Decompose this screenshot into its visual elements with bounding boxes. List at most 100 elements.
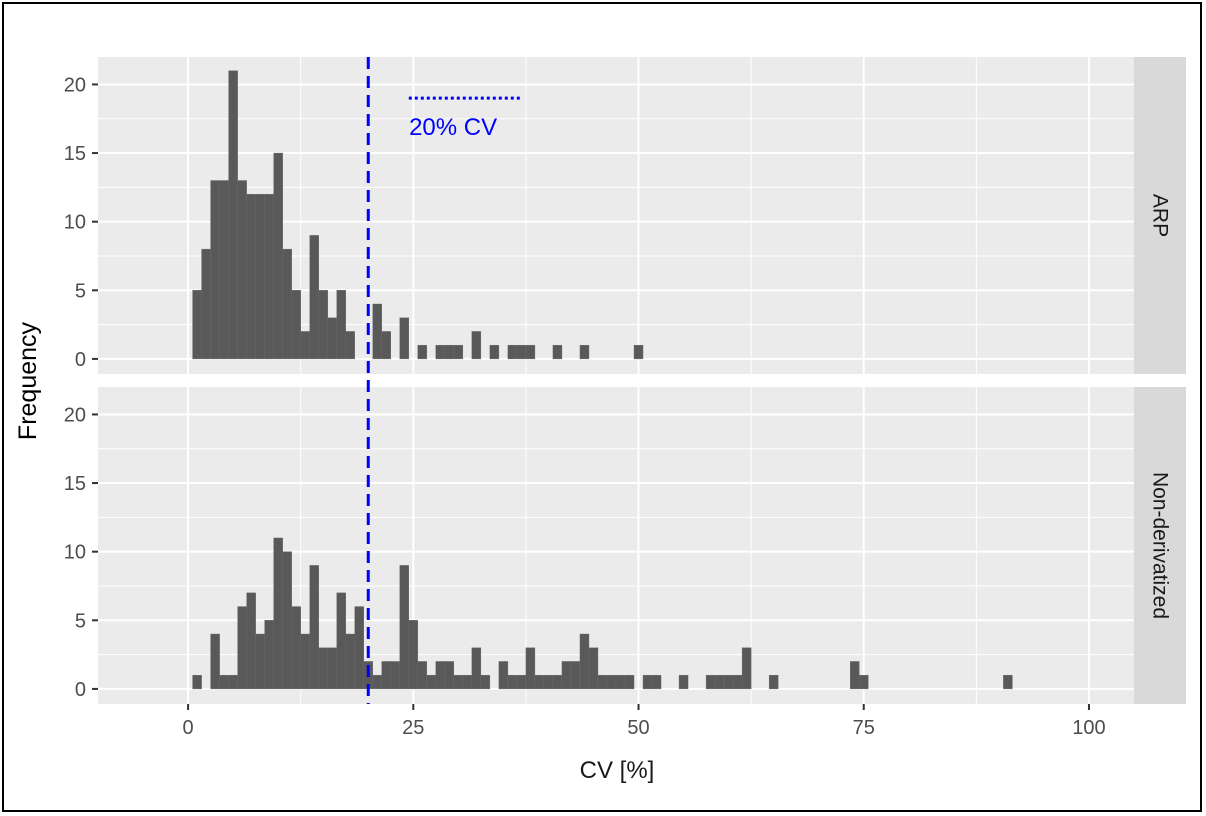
histogram-bar	[336, 592, 346, 690]
histogram-bar	[570, 661, 581, 690]
histogram-bar	[219, 180, 229, 360]
histogram-bar	[471, 647, 482, 690]
histogram-bar	[282, 551, 292, 690]
x-axis-label: CV [%]	[580, 757, 655, 784]
y-tick-label: 15	[64, 143, 86, 165]
histogram-bar	[606, 674, 617, 690]
histogram-bar	[543, 674, 554, 690]
histogram-bar	[201, 248, 211, 360]
histogram-bar	[372, 674, 382, 690]
histogram-bar	[723, 674, 734, 690]
histogram-bar	[453, 344, 464, 360]
histogram-bar	[741, 647, 752, 690]
histogram-bar	[480, 674, 491, 690]
histogram-bar	[345, 331, 355, 360]
histogram-bar	[534, 674, 545, 690]
histogram-bar	[426, 674, 437, 690]
histogram-bar	[525, 344, 536, 360]
x-tick-label: 75	[853, 717, 875, 739]
histogram-bar	[516, 344, 527, 360]
histogram-bar	[327, 647, 337, 690]
histogram-bar	[768, 674, 779, 690]
facet-strip	[1134, 57, 1186, 374]
histogram-bar	[300, 331, 310, 360]
facet-strip-label: ARP	[1149, 194, 1172, 237]
histogram-bar	[291, 290, 301, 360]
histogram-bar	[579, 633, 590, 690]
y-axis-label: Frequency	[14, 321, 42, 440]
histogram-bar	[381, 331, 391, 360]
histogram-bar	[219, 674, 229, 690]
y-tick-label: 5	[75, 610, 86, 632]
histogram-bar	[336, 290, 346, 360]
panel-non-derivatized: 0 5 10 15 20 Non-derivatized	[64, 387, 1186, 704]
histogram-bar	[417, 344, 428, 360]
histogram-bar	[228, 70, 238, 360]
histogram-bar	[192, 674, 202, 690]
histogram-bar	[273, 152, 283, 360]
histogram-bar	[588, 647, 599, 690]
histogram-bar	[552, 674, 563, 690]
histogram-bar	[498, 661, 509, 690]
histogram-bar	[255, 194, 265, 360]
histogram-bar	[309, 565, 319, 690]
y-tick-label: 20	[64, 404, 86, 426]
histogram-bar	[417, 661, 428, 690]
y-tick-label: 10	[64, 212, 86, 234]
x-axis: 0 25 50 75 100	[183, 704, 1106, 739]
histogram-bar	[264, 194, 274, 360]
histogram-bar	[291, 606, 301, 690]
histogram-bar	[327, 317, 337, 360]
y-tick-label: 0	[75, 349, 86, 371]
histogram-bar	[399, 317, 409, 360]
histogram-bar	[678, 674, 689, 690]
histogram-bar	[552, 344, 563, 360]
histogram-bar	[471, 331, 482, 360]
y-tick-label: 5	[75, 280, 86, 302]
histogram-bar	[381, 661, 391, 690]
histogram-bar	[273, 537, 283, 690]
histogram-bar	[705, 674, 716, 690]
histogram-bar	[597, 674, 608, 690]
y-tick-label: 0	[75, 679, 86, 701]
histogram-bar	[642, 674, 653, 690]
histogram-bar	[237, 606, 247, 690]
histogram-bar	[859, 674, 869, 690]
histogram-bar	[372, 303, 382, 360]
y-tick-label: 10	[64, 542, 86, 564]
histogram-bar	[228, 674, 238, 690]
facet-strip	[1134, 387, 1186, 704]
histogram-bar	[453, 674, 464, 690]
histogram-bar	[624, 674, 635, 690]
x-tick-label: 0	[183, 717, 194, 739]
panel-arp: 0 5 10 15 20 ARP	[64, 57, 1186, 374]
chart-overlay: 20% CV	[366, 57, 522, 704]
histogram-bar	[732, 674, 743, 690]
x-tick-label: 50	[627, 717, 649, 739]
histogram-bar	[408, 620, 419, 690]
histogram-bar	[318, 647, 328, 690]
histogram-bar	[435, 344, 446, 360]
histogram-bar	[246, 592, 256, 690]
histogram-bar	[507, 344, 518, 360]
x-tick-label: 100	[1072, 717, 1105, 739]
histogram-bar	[210, 633, 220, 690]
histogram-bar	[300, 633, 310, 690]
histogram-bar	[444, 344, 455, 360]
histogram-bar	[192, 290, 202, 360]
y-tick-label: 20	[64, 74, 86, 96]
histogram-bar	[390, 661, 400, 690]
histogram-bar	[255, 633, 265, 690]
histogram-bar	[516, 674, 527, 690]
histogram-bar	[318, 290, 328, 360]
histogram-bar	[264, 620, 274, 690]
histogram-bar	[210, 180, 220, 360]
histogram-bar	[435, 661, 446, 690]
histogram-bar	[579, 344, 590, 360]
histogram-bar	[345, 633, 355, 690]
x-tick-label: 25	[402, 717, 424, 739]
histogram-bar	[714, 674, 725, 690]
histogram-bar	[561, 661, 572, 690]
chart-panels: 0 5 10 15 20 ARP 0 5 10 15 20 Non-derivatized	[64, 57, 1186, 704]
